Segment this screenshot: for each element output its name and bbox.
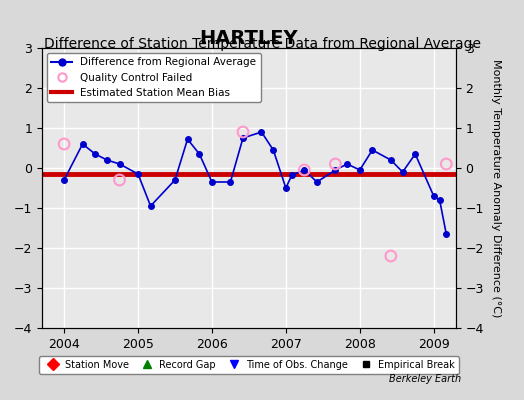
Difference from Regional Average <box>135 172 141 176</box>
Difference from Regional Average <box>104 158 110 162</box>
Difference from Regional Average <box>436 198 443 202</box>
Difference from Regional Average <box>431 194 437 198</box>
Quality Control Failed <box>442 161 451 167</box>
Difference from Regional Average <box>80 142 86 146</box>
Difference from Regional Average <box>172 178 178 182</box>
Quality Control Failed <box>331 161 340 167</box>
Difference from Regional Average <box>92 152 99 156</box>
Difference from Regional Average <box>258 130 265 134</box>
Difference from Regional Average <box>227 180 234 184</box>
Difference from Regional Average <box>301 168 308 172</box>
Difference from Regional Average <box>184 137 191 142</box>
Quality Control Failed <box>387 253 395 259</box>
Difference from Regional Average <box>369 148 376 152</box>
Difference from Regional Average <box>240 136 246 140</box>
Quality Control Failed <box>300 167 309 173</box>
Text: Berkeley Earth: Berkeley Earth <box>389 374 461 384</box>
Difference from Regional Average <box>209 180 215 184</box>
Difference from Regional Average <box>399 170 406 174</box>
Line: Difference from Regional Average: Difference from Regional Average <box>61 129 449 237</box>
Difference from Regional Average <box>270 148 277 152</box>
Legend: Station Move, Record Gap, Time of Obs. Change, Empirical Break: Station Move, Record Gap, Time of Obs. C… <box>39 356 459 374</box>
Difference from Regional Average <box>443 232 450 236</box>
Difference from Regional Average <box>388 158 394 162</box>
Y-axis label: Monthly Temperature Anomaly Difference (°C): Monthly Temperature Anomaly Difference (… <box>490 59 500 317</box>
Difference from Regional Average <box>314 180 320 184</box>
Difference from Regional Average <box>412 152 418 156</box>
Difference from Regional Average <box>283 186 289 190</box>
Quality Control Failed <box>115 177 124 183</box>
Difference from Regional Average <box>147 204 154 208</box>
Difference from Regional Average <box>289 173 295 178</box>
Difference from Regional Average <box>196 152 202 156</box>
Difference from Regional Average <box>116 162 123 166</box>
Quality Control Failed <box>60 141 68 147</box>
Quality Control Failed <box>239 129 247 135</box>
Difference from Regional Average <box>61 178 67 182</box>
Difference from Regional Average <box>357 168 363 172</box>
Difference from Regional Average <box>344 162 351 166</box>
Title: HARTLEY: HARTLEY <box>200 29 298 48</box>
Text: Difference of Station Temperature Data from Regional Average: Difference of Station Temperature Data f… <box>43 37 481 51</box>
Difference from Regional Average <box>332 168 339 172</box>
